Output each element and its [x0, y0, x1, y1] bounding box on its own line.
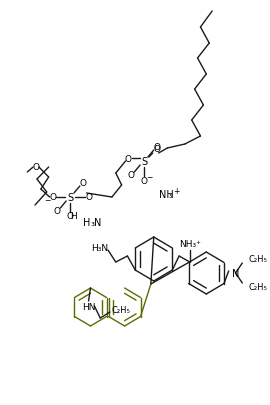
Text: C₂H₅: C₂H₅ [248, 255, 267, 264]
Text: S: S [67, 192, 73, 202]
Text: ₃: ₃ [168, 190, 171, 199]
Text: O: O [67, 212, 73, 221]
Text: O: O [153, 143, 160, 152]
Text: C₂H₅: C₂H₅ [112, 306, 131, 315]
Text: H: H [70, 212, 77, 221]
Text: NH: NH [158, 190, 173, 200]
Text: O: O [140, 176, 147, 185]
Text: H: H [83, 217, 90, 228]
Text: +: + [173, 187, 180, 196]
Text: O: O [153, 145, 160, 154]
Text: ₃N: ₃N [90, 217, 102, 228]
Text: N: N [232, 269, 239, 278]
Text: −: − [146, 173, 152, 182]
Text: −: − [45, 196, 51, 205]
Text: O: O [79, 179, 86, 188]
Text: C₂H₅: C₂H₅ [248, 283, 267, 292]
Text: O: O [54, 207, 61, 216]
Text: S: S [141, 157, 147, 166]
Text: O: O [49, 193, 56, 202]
Text: HN: HN [82, 302, 95, 311]
Text: O: O [125, 154, 132, 163]
Text: O: O [128, 171, 135, 180]
Text: O: O [85, 193, 92, 202]
Text: NH₃⁺: NH₃⁺ [179, 240, 201, 249]
Text: H₃N: H₃N [92, 244, 109, 253]
Text: O: O [32, 162, 39, 171]
